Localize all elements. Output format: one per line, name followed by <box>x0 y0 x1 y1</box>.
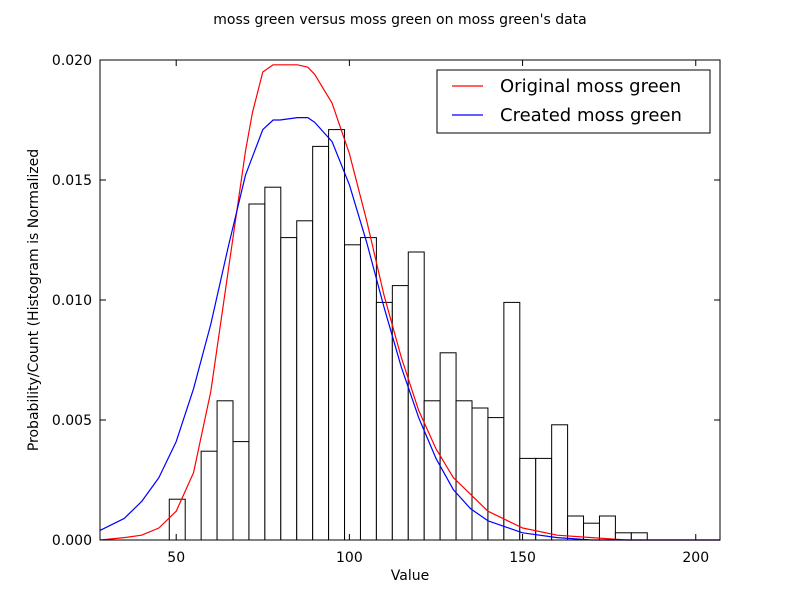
y-axis-ticks: 0.000 0.005 0.010 0.015 0.020 <box>52 53 720 549</box>
legend-label-original: Original moss green <box>500 76 681 97</box>
histogram-bar <box>551 424 569 541</box>
histogram-bar <box>328 129 346 541</box>
plot-area: 50 100 150 200 0.000 0.005 0.010 0.015 0.020 <box>52 53 721 566</box>
chart-title: moss green versus moss green on moss gre… <box>213 12 587 28</box>
histogram-bar <box>455 400 473 541</box>
y-tick-label: 0.000 <box>52 533 92 549</box>
histogram-bar <box>375 301 393 541</box>
y-tick-label: 0.015 <box>52 173 92 189</box>
histogram-bar <box>248 203 266 541</box>
x-tick-label: 150 <box>509 550 536 566</box>
histogram-bars <box>168 129 648 541</box>
histogram-bar <box>216 400 234 541</box>
histogram-bar <box>503 301 521 541</box>
histogram-bar <box>598 515 616 541</box>
histogram-bar <box>359 237 377 541</box>
histogram-bar <box>535 457 553 541</box>
legend-box <box>436 69 711 134</box>
legend: Original moss green Created moss green <box>436 69 711 134</box>
histogram-bar <box>200 450 218 541</box>
histogram-bar <box>391 285 409 541</box>
density-curves <box>99 64 720 541</box>
histogram-bar <box>296 220 314 541</box>
legend-label-created: Created moss green <box>500 105 682 126</box>
series-line-created <box>99 117 720 541</box>
y-tick-label: 0.005 <box>52 413 92 429</box>
y-tick-label: 0.010 <box>52 293 92 309</box>
histogram-bar <box>344 244 361 541</box>
histogram-bar <box>439 352 457 541</box>
histogram-bar <box>471 407 489 541</box>
y-axis-label: Probability/Count (Histogram is Normaliz… <box>26 149 42 451</box>
x-axis-label: Value <box>391 568 429 584</box>
histogram-bar <box>264 186 282 541</box>
histogram-bar <box>423 400 441 541</box>
series-line-original <box>99 64 720 541</box>
x-axis-ticks: 50 100 150 200 <box>167 60 709 566</box>
x-tick-label: 50 <box>167 550 185 566</box>
histogram-bar <box>168 498 186 541</box>
y-tick-label: 0.020 <box>52 53 92 69</box>
histogram-bar <box>630 532 648 541</box>
x-tick-label: 100 <box>336 550 363 566</box>
histogram-bar <box>280 237 298 541</box>
histogram-bar <box>232 441 250 541</box>
histogram-bar <box>312 145 330 541</box>
x-tick-label: 200 <box>682 550 709 566</box>
